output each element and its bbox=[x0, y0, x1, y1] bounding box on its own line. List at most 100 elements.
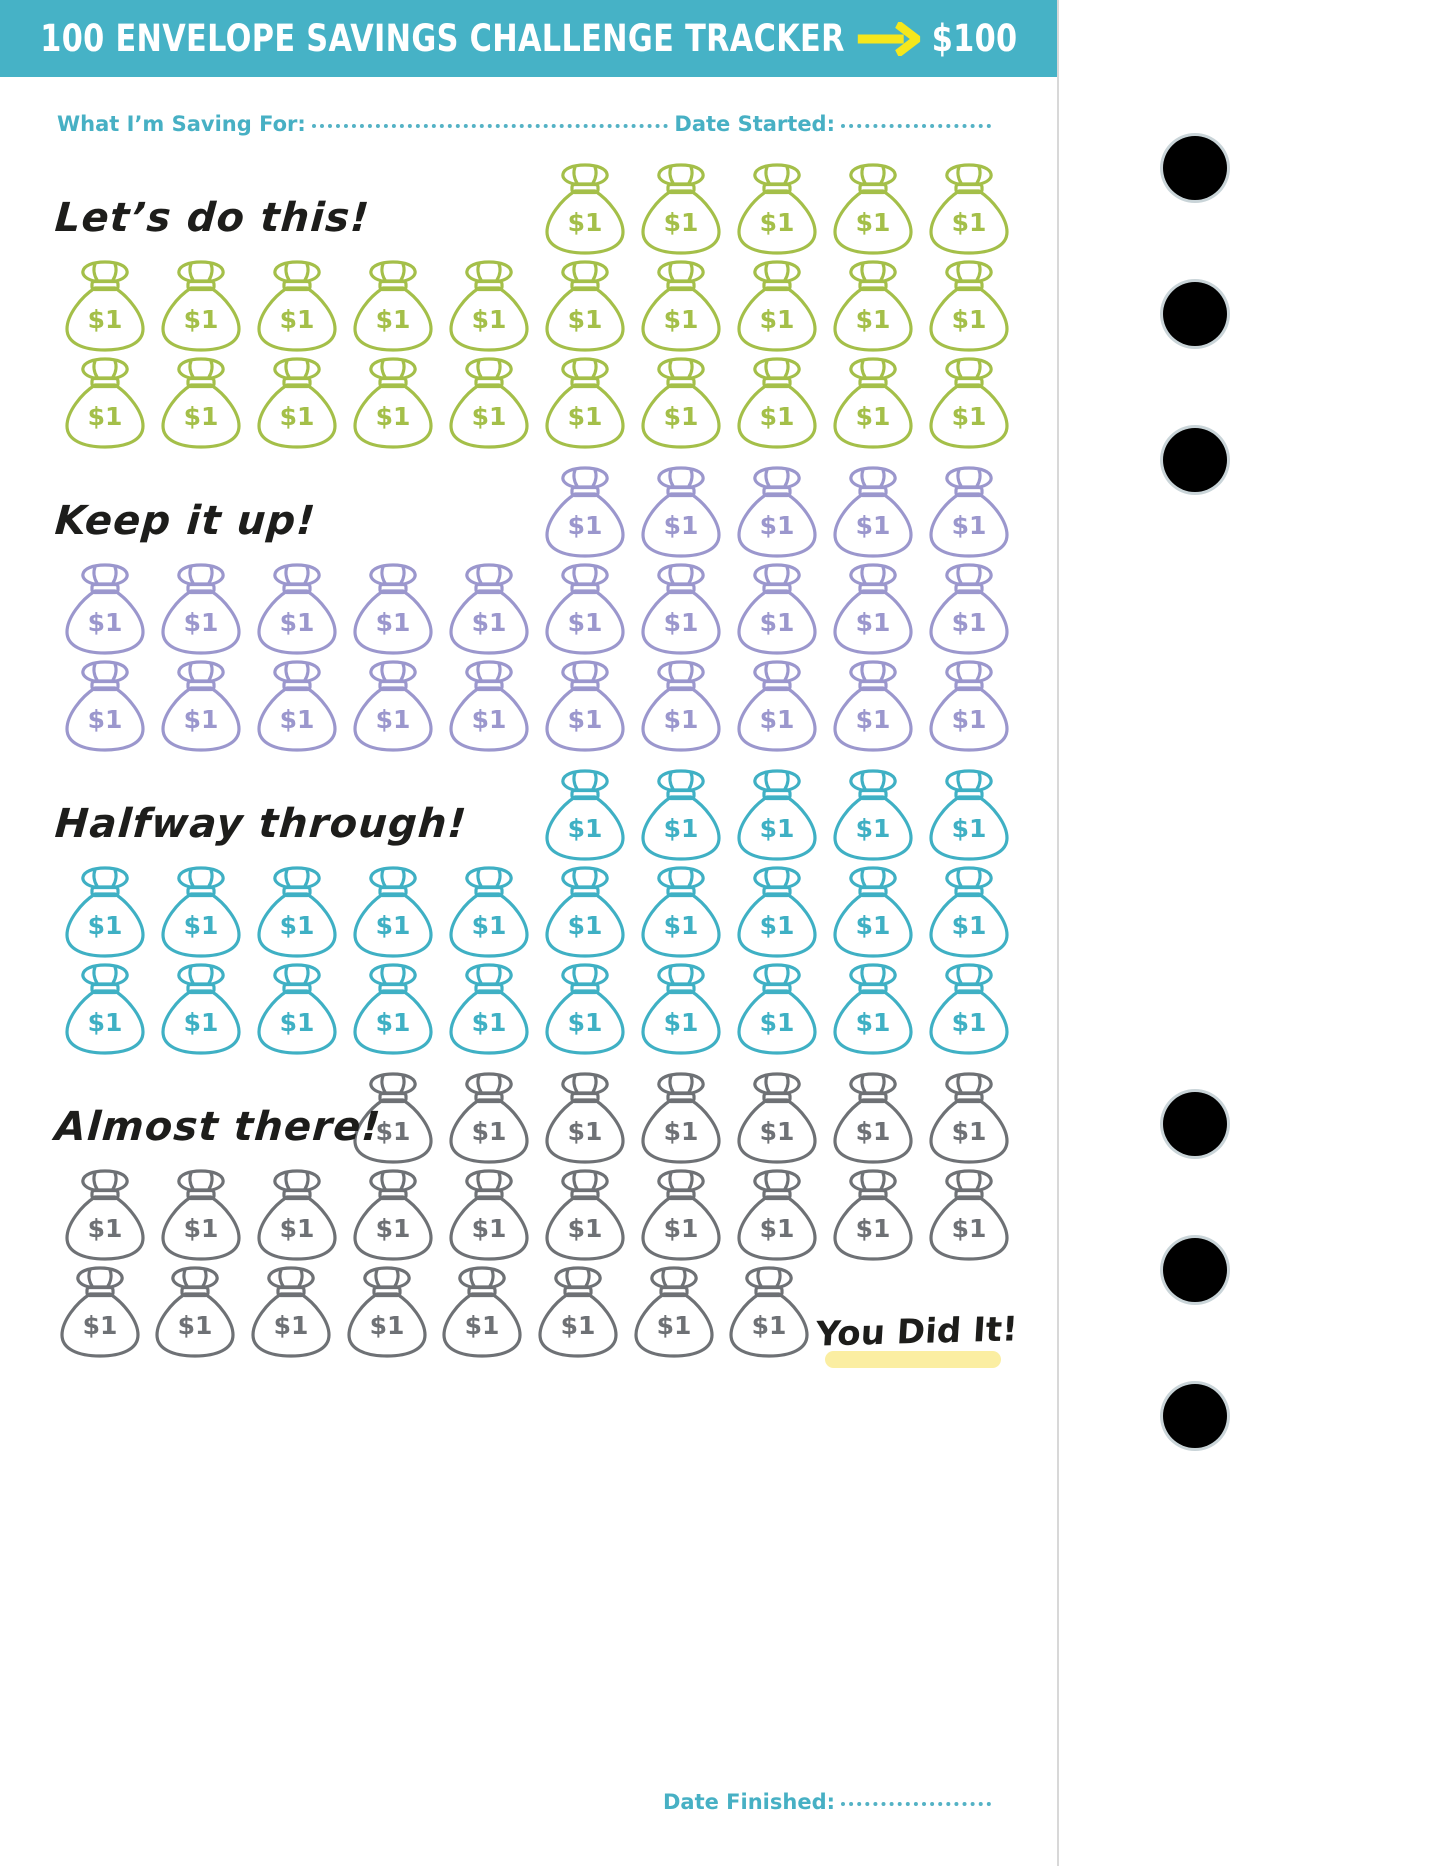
money-bag-icon[interactable]: $1 bbox=[635, 657, 727, 754]
money-bag-icon[interactable]: $1 bbox=[827, 657, 919, 754]
bag-cell[interactable]: $1 bbox=[153, 863, 249, 960]
bag-cell[interactable]: $1 bbox=[633, 863, 729, 960]
bag-cell[interactable]: $1 bbox=[633, 257, 729, 354]
money-bag-icon[interactable]: $1 bbox=[723, 1263, 815, 1360]
bag-cell[interactable]: $1 bbox=[345, 257, 441, 354]
bag-cell[interactable]: $1 bbox=[721, 1263, 817, 1360]
bag-cell[interactable]: $1 bbox=[153, 257, 249, 354]
date-finished-input[interactable] bbox=[841, 1802, 991, 1806]
bag-cell[interactable]: $1 bbox=[729, 160, 825, 257]
money-bag-icon[interactable]: $1 bbox=[539, 657, 631, 754]
money-bag-icon[interactable]: $1 bbox=[923, 960, 1015, 1057]
bag-cell[interactable]: $1 bbox=[537, 354, 633, 451]
bag-cell[interactable]: $1 bbox=[57, 560, 153, 657]
money-bag-icon[interactable]: $1 bbox=[347, 863, 439, 960]
money-bag-icon[interactable]: $1 bbox=[155, 863, 247, 960]
bag-cell[interactable]: $1 bbox=[729, 354, 825, 451]
saving-for-input[interactable] bbox=[311, 124, 669, 128]
bag-cell[interactable]: $1 bbox=[57, 1166, 153, 1263]
money-bag-icon[interactable]: $1 bbox=[731, 463, 823, 560]
money-bag-icon[interactable]: $1 bbox=[539, 560, 631, 657]
bag-cell[interactable]: $1 bbox=[148, 1263, 244, 1360]
bag-cell[interactable]: $1 bbox=[825, 1069, 921, 1166]
bag-cell[interactable]: $1 bbox=[626, 1263, 722, 1360]
money-bag-icon[interactable]: $1 bbox=[251, 863, 343, 960]
money-bag-icon[interactable]: $1 bbox=[539, 766, 631, 863]
bag-cell[interactable]: $1 bbox=[921, 354, 1017, 451]
money-bag-icon[interactable]: $1 bbox=[155, 560, 247, 657]
bag-cell[interactable]: $1 bbox=[633, 960, 729, 1057]
money-bag-icon[interactable]: $1 bbox=[827, 463, 919, 560]
money-bag-icon[interactable]: $1 bbox=[923, 1166, 1015, 1263]
bag-cell[interactable]: $1 bbox=[825, 960, 921, 1057]
money-bag-icon[interactable]: $1 bbox=[251, 354, 343, 451]
money-bag-icon[interactable]: $1 bbox=[827, 354, 919, 451]
money-bag-icon[interactable]: $1 bbox=[539, 1166, 631, 1263]
bag-cell[interactable]: $1 bbox=[633, 766, 729, 863]
money-bag-icon[interactable]: $1 bbox=[731, 560, 823, 657]
bag-cell[interactable]: $1 bbox=[57, 354, 153, 451]
money-bag-icon[interactable]: $1 bbox=[59, 257, 151, 354]
money-bag-icon[interactable]: $1 bbox=[827, 160, 919, 257]
money-bag-icon[interactable]: $1 bbox=[731, 160, 823, 257]
bag-cell[interactable]: $1 bbox=[345, 657, 441, 754]
bag-cell[interactable]: $1 bbox=[537, 560, 633, 657]
bag-cell[interactable]: $1 bbox=[633, 560, 729, 657]
money-bag-icon[interactable]: $1 bbox=[628, 1263, 720, 1360]
bag-cell[interactable]: $1 bbox=[530, 1263, 626, 1360]
money-bag-icon[interactable]: $1 bbox=[539, 463, 631, 560]
bag-cell[interactable]: $1 bbox=[345, 960, 441, 1057]
money-bag-icon[interactable]: $1 bbox=[539, 960, 631, 1057]
bag-cell[interactable]: $1 bbox=[441, 354, 537, 451]
bag-cell[interactable]: $1 bbox=[633, 1069, 729, 1166]
bag-cell[interactable]: $1 bbox=[825, 257, 921, 354]
money-bag-icon[interactable]: $1 bbox=[635, 560, 727, 657]
bag-cell[interactable]: $1 bbox=[441, 560, 537, 657]
money-bag-icon[interactable]: $1 bbox=[731, 354, 823, 451]
money-bag-icon[interactable]: $1 bbox=[155, 960, 247, 1057]
money-bag-icon[interactable]: $1 bbox=[539, 354, 631, 451]
bag-cell[interactable]: $1 bbox=[441, 657, 537, 754]
money-bag-icon[interactable]: $1 bbox=[539, 1069, 631, 1166]
bag-cell[interactable]: $1 bbox=[249, 354, 345, 451]
money-bag-icon[interactable]: $1 bbox=[923, 1069, 1015, 1166]
money-bag-icon[interactable]: $1 bbox=[923, 160, 1015, 257]
money-bag-icon[interactable]: $1 bbox=[59, 354, 151, 451]
bag-cell[interactable]: $1 bbox=[243, 1263, 339, 1360]
bag-cell[interactable]: $1 bbox=[921, 560, 1017, 657]
bag-cell[interactable]: $1 bbox=[825, 463, 921, 560]
bag-cell[interactable]: $1 bbox=[537, 463, 633, 560]
money-bag-icon[interactable]: $1 bbox=[149, 1263, 241, 1360]
money-bag-icon[interactable]: $1 bbox=[347, 354, 439, 451]
bag-cell[interactable]: $1 bbox=[537, 1166, 633, 1263]
money-bag-icon[interactable]: $1 bbox=[539, 863, 631, 960]
bag-cell[interactable]: $1 bbox=[57, 657, 153, 754]
bag-cell[interactable]: $1 bbox=[249, 257, 345, 354]
money-bag-icon[interactable]: $1 bbox=[443, 1166, 535, 1263]
bag-cell[interactable]: $1 bbox=[825, 160, 921, 257]
bag-cell[interactable]: $1 bbox=[153, 960, 249, 1057]
money-bag-icon[interactable]: $1 bbox=[59, 657, 151, 754]
bag-cell[interactable]: $1 bbox=[729, 766, 825, 863]
bag-cell[interactable]: $1 bbox=[825, 1166, 921, 1263]
bag-cell[interactable]: $1 bbox=[537, 160, 633, 257]
bag-cell[interactable]: $1 bbox=[249, 960, 345, 1057]
bag-cell[interactable]: $1 bbox=[921, 863, 1017, 960]
money-bag-icon[interactable]: $1 bbox=[347, 257, 439, 354]
bag-cell[interactable]: $1 bbox=[57, 257, 153, 354]
date-started-input[interactable] bbox=[841, 124, 991, 128]
money-bag-icon[interactable]: $1 bbox=[635, 1069, 727, 1166]
money-bag-icon[interactable]: $1 bbox=[731, 863, 823, 960]
bag-cell[interactable]: $1 bbox=[57, 863, 153, 960]
money-bag-icon[interactable]: $1 bbox=[251, 560, 343, 657]
money-bag-icon[interactable]: $1 bbox=[923, 257, 1015, 354]
bag-cell[interactable]: $1 bbox=[921, 463, 1017, 560]
bag-cell[interactable]: $1 bbox=[921, 1069, 1017, 1166]
money-bag-icon[interactable]: $1 bbox=[59, 560, 151, 657]
bag-cell[interactable]: $1 bbox=[633, 354, 729, 451]
bag-cell[interactable]: $1 bbox=[537, 766, 633, 863]
bag-cell[interactable]: $1 bbox=[345, 1069, 441, 1166]
bag-cell[interactable]: $1 bbox=[921, 766, 1017, 863]
bag-cell[interactable]: $1 bbox=[825, 354, 921, 451]
money-bag-icon[interactable]: $1 bbox=[155, 1166, 247, 1263]
